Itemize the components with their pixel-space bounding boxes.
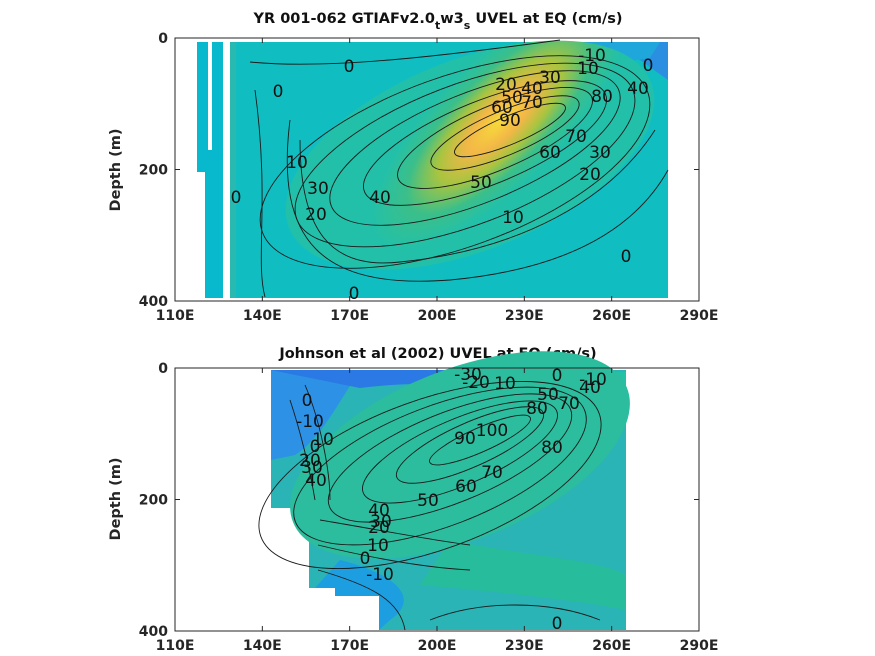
x-tick-label: 170E — [330, 638, 369, 654]
x-tick-label: 200E — [418, 308, 457, 324]
contour-label: -20 — [462, 373, 490, 393]
contour-label: 20 — [368, 518, 390, 538]
x-tick-label: 140E — [243, 638, 282, 654]
x-tick-label: 290E — [680, 638, 719, 654]
y-tick-label: 200 — [139, 493, 168, 509]
contour-label: 30 — [301, 458, 323, 478]
y-tick-label: 400 — [139, 624, 168, 640]
contour-label: 40 — [369, 188, 391, 208]
contour-label: 70 — [481, 463, 503, 483]
contour-label: 50 — [537, 385, 559, 405]
chart-bottom-ylabel: Depth (m) — [108, 458, 124, 541]
contour-label: 30 — [370, 512, 392, 532]
contour-label: 40 — [627, 79, 649, 99]
contour-label: 90 — [499, 111, 521, 131]
field-core — [285, 40, 655, 270]
chart-top-contours — [249, 39, 669, 298]
x-tick-label: 170E — [330, 308, 369, 324]
y-tick-label: 0 — [158, 361, 168, 377]
field-strip — [230, 42, 236, 298]
contour-label: 0 — [360, 549, 371, 569]
chart-top-ylabel: Depth (m) — [108, 129, 124, 212]
contour-label: 80 — [526, 399, 548, 419]
contour-label: 0 — [310, 437, 321, 457]
contour-label: 90 — [454, 429, 476, 449]
chart-bottom-field — [271, 351, 630, 630]
chart-bottom: Johnson et al (2002) UVEL at EQ (cm/s) — [108, 346, 719, 654]
contour-label: 70 — [521, 93, 543, 113]
contour-label: 10 — [367, 536, 389, 556]
contour-label: 30 — [589, 143, 611, 163]
contour-label: 80 — [541, 438, 563, 458]
field-strip — [205, 150, 213, 298]
chart-bottom-contour-labels: -30 -20 10 0 -10 50 40 80 70 0 -10 0 10 … — [296, 365, 607, 634]
y-tick-label: 200 — [139, 163, 168, 179]
contour-label: 40 — [305, 471, 327, 491]
contour-label: 40 — [579, 378, 601, 398]
y-tick-label: 0 — [158, 31, 168, 47]
contour-label: 10 — [577, 59, 599, 79]
x-tick-label: 110E — [156, 638, 195, 654]
contour-label: 0 — [349, 284, 360, 304]
contour-label: 70 — [558, 394, 580, 414]
contour-label: 0 — [552, 366, 563, 386]
contour-label: 10 — [312, 430, 334, 450]
field-strip — [212, 42, 223, 298]
contour-label: 20 — [579, 165, 601, 185]
contour-label: 0 — [273, 82, 284, 102]
contour-label: 40 — [521, 79, 543, 99]
x-tick-label: 260E — [592, 638, 631, 654]
x-tick-label: 110E — [156, 308, 195, 324]
chart-top-title: YR 001-062 GTIAFv2.0tw3s UVEL at EQ (cm/… — [252, 11, 622, 32]
contour-label: 10 — [494, 374, 516, 394]
field-core — [290, 351, 630, 559]
contour-label: 0 — [552, 614, 563, 634]
contour-label: 10 — [502, 208, 524, 228]
contour-label: 60 — [491, 98, 513, 118]
field-green-lower — [420, 540, 626, 610]
contour-label: 70 — [565, 127, 587, 147]
contour-label: 0 — [302, 391, 313, 411]
contour-label: 20 — [305, 205, 327, 225]
x-tick-label: 140E — [243, 308, 282, 324]
contour-label: 80 — [591, 87, 613, 107]
contour-label: 0 — [643, 56, 654, 76]
contour-label: -10 — [578, 46, 606, 66]
contour-label: -10 — [579, 370, 607, 390]
contour-label: 40 — [368, 501, 390, 521]
x-tick-label: 290E — [680, 308, 719, 324]
chart-top-field — [197, 40, 668, 298]
y-tick-label: 400 — [139, 294, 168, 310]
contour-label: 30 — [307, 179, 329, 199]
contour-label: 20 — [299, 451, 321, 471]
contour-label: 10 — [286, 153, 308, 173]
contour-label: 50 — [417, 491, 439, 511]
contour-label: 60 — [455, 477, 477, 497]
x-tick-label: 230E — [505, 638, 544, 654]
contour-label: 50 — [470, 173, 492, 193]
contour-label: -10 — [296, 412, 324, 432]
x-tick-label: 260E — [592, 308, 631, 324]
contour-label: 30 — [539, 68, 561, 88]
field-strip — [197, 42, 208, 172]
field-blue-lower — [315, 560, 404, 630]
x-tick-label: 230E — [505, 308, 544, 324]
contour-label: 0 — [344, 57, 355, 77]
contour-label: 20 — [495, 75, 517, 95]
contour-label: 50 — [501, 88, 523, 108]
x-tick-label: 200E — [418, 638, 457, 654]
chart-top: YR 001-062 GTIAFv2.0tw3s UVEL at EQ (cm/… — [108, 11, 719, 324]
contour-label: 100 — [476, 421, 508, 441]
contour-label: 0 — [621, 247, 632, 267]
chart-bottom-contours — [258, 380, 602, 631]
contour-label: -30 — [454, 365, 482, 385]
contour-label: -10 — [366, 565, 394, 585]
contour-label: 0 — [231, 188, 242, 208]
chart-top-contour-labels: 0 0 10 0 30 20 40 50 10 0 0 20 30 40 50 … — [231, 46, 654, 304]
contour-label: 60 — [539, 143, 561, 163]
